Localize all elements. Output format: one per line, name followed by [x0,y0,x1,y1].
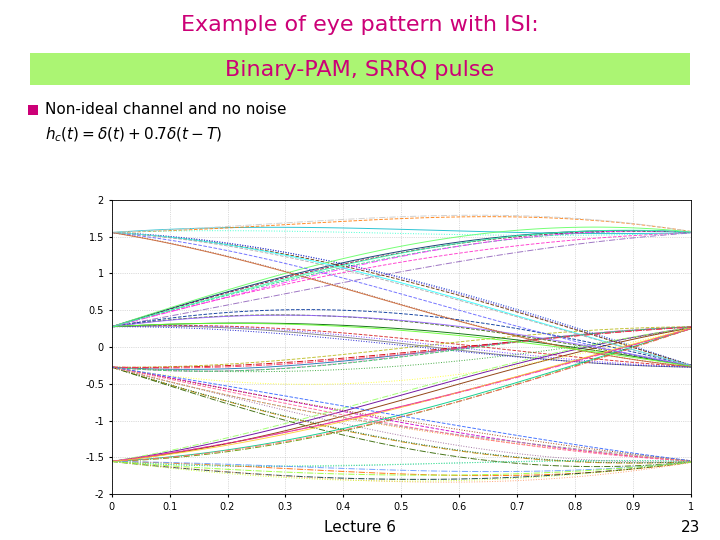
Text: Example of eye pattern with ISI:: Example of eye pattern with ISI: [181,15,539,35]
Bar [28,105,38,115]
Text: Binary-PAM, SRRQ pulse: Binary-PAM, SRRQ pulse [225,60,495,80]
Text: Lecture 6: Lecture 6 [324,521,396,536]
Text: 23: 23 [680,521,700,536]
Text: Non-ideal channel and no noise: Non-ideal channel and no noise [45,103,287,118]
Bar [30,53,690,85]
Text: $h_c(t) = \delta(t) + 0.7\delta(t - T)$: $h_c(t) = \delta(t) + 0.7\delta(t - T)$ [45,126,222,144]
